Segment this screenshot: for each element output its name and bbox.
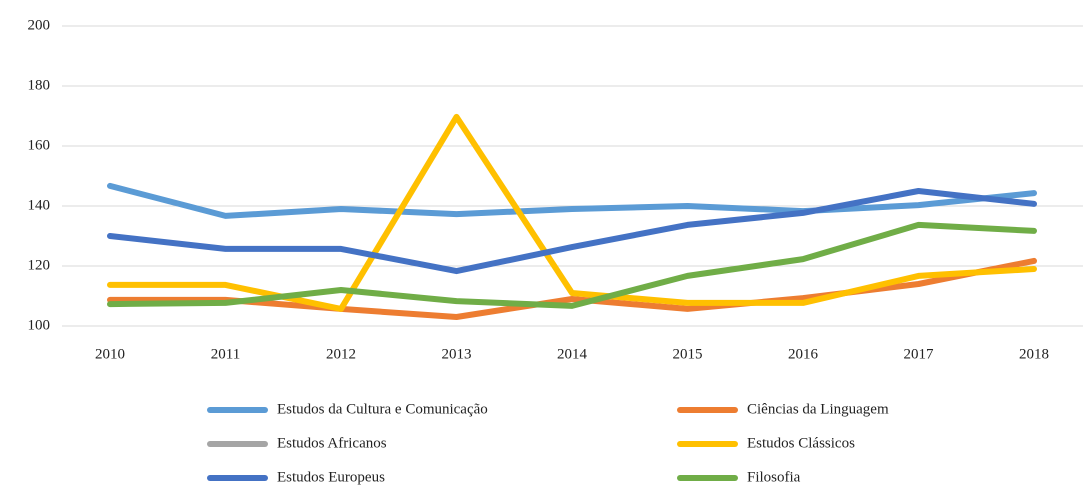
x-tick-label: 2017 <box>904 346 935 362</box>
y-tick-label: 180 <box>28 77 51 93</box>
series-line <box>107 221 1037 309</box>
x-tick-label: 2012 <box>326 346 356 362</box>
legend-label: Ciências da Linguagem <box>747 401 889 417</box>
y-tick-label: 160 <box>28 137 51 153</box>
y-tick-label: 120 <box>28 257 51 273</box>
x-tick-label: 2015 <box>673 346 703 362</box>
legend-label: Estudos Europeus <box>277 469 385 485</box>
legend-label: Estudos Clássicos <box>747 435 855 451</box>
y-tick-label: 100 <box>28 317 51 333</box>
series-line <box>107 113 1037 312</box>
x-tick-label: 2018 <box>1019 346 1049 362</box>
x-tick-label: 2013 <box>442 346 472 362</box>
y-tick-label: 200 <box>28 17 51 33</box>
x-tick-label: 2010 <box>95 346 125 362</box>
legend-label: Filosofia <box>747 469 801 485</box>
series-line <box>107 257 1037 320</box>
x-tick-label: 2014 <box>557 346 588 362</box>
x-tick-label: 2011 <box>211 346 240 362</box>
series-line <box>107 182 1037 219</box>
legend-label: Estudos Africanos <box>277 435 387 451</box>
y-tick-label: 140 <box>28 197 51 213</box>
series-line <box>107 188 1037 275</box>
x-tick-label: 2016 <box>788 346 819 362</box>
legend-label: Estudos da Cultura e Comunicação <box>277 401 488 417</box>
